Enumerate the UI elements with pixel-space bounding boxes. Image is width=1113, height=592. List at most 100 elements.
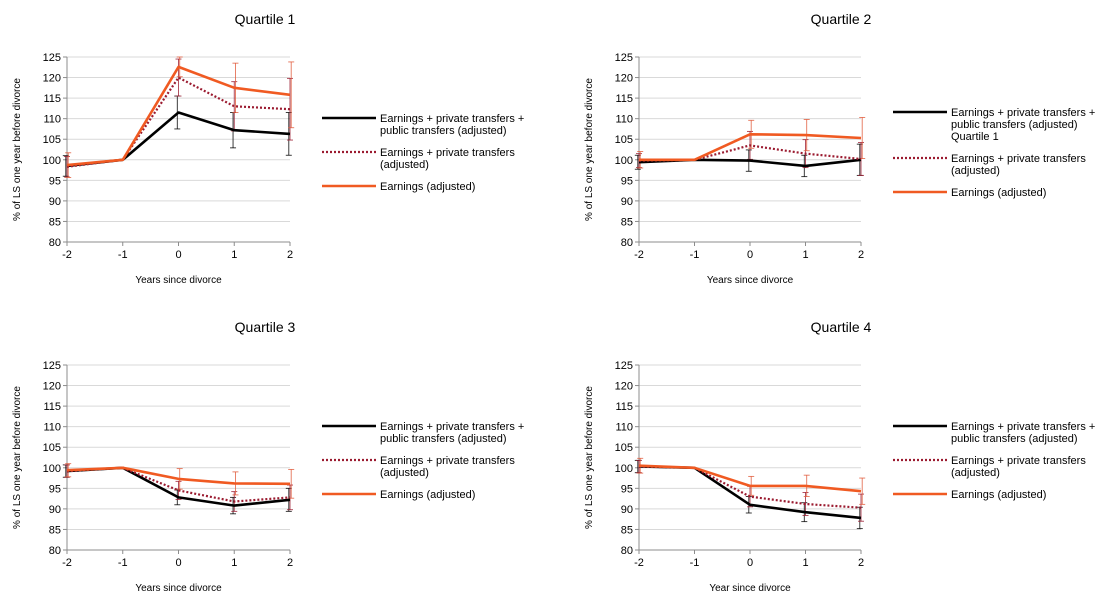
y-tick-label: 95 <box>49 483 61 495</box>
y-tick-label: 105 <box>43 134 61 146</box>
legend-label-line: Earnings + private transfers + <box>951 421 1095 433</box>
y-tick-label: 90 <box>49 196 61 208</box>
legend-label: Earnings (adjusted) <box>951 187 1046 199</box>
y-tick-label: 100 <box>43 463 61 475</box>
x-tick-label: 2 <box>858 557 864 569</box>
legend-label-line: public transfers (adjusted) <box>951 119 1078 131</box>
x-axis-label: Years since divorce <box>707 275 794 286</box>
y-tick-label: 100 <box>615 463 633 475</box>
legend-label: Earnings + private transfers (adjusted) <box>380 455 515 479</box>
y-tick-label: 90 <box>49 504 61 516</box>
y-tick-label: 100 <box>43 155 61 167</box>
legend-label-line: Earnings (adjusted) <box>380 489 475 501</box>
y-tick-label: 120 <box>615 73 633 85</box>
y-tick-label: 80 <box>621 545 633 557</box>
legend-label-line: Earnings + private transfers + <box>951 107 1095 119</box>
y-tick-label: 90 <box>621 504 633 516</box>
x-tick-label: -2 <box>62 249 72 261</box>
y-tick-label: 110 <box>43 114 61 126</box>
legend: Earnings + private transfers + public tra… <box>893 421 1095 501</box>
legend-label-line: (adjusted) <box>380 159 429 171</box>
y-tick-label: 100 <box>615 155 633 167</box>
legend-label: Earnings + private transfers (adjusted) <box>951 455 1086 479</box>
legend-label: Earnings + private transfers + public tra… <box>951 421 1095 445</box>
legend-label: Earnings (adjusted) <box>380 181 475 193</box>
legend-label: Earnings + private transfers + public tra… <box>951 107 1095 143</box>
y-tick-label: 120 <box>43 73 61 85</box>
series-line-3 <box>639 133 862 162</box>
legend-label-line: Quartile 1 <box>951 131 999 143</box>
legend-label-line: Earnings + private transfers + <box>380 113 524 125</box>
y-tick-label: 125 <box>615 360 633 372</box>
y-tick-label: 120 <box>615 381 633 393</box>
legend-label: Earnings (adjusted) <box>380 489 475 501</box>
x-tick-label: 1 <box>802 249 808 261</box>
x-tick-label: -2 <box>62 557 72 569</box>
y-tick-label: 125 <box>43 52 61 64</box>
x-axis-label: Years since divorce <box>135 583 222 592</box>
y-axis-label: % of LS one year before divorce <box>12 386 23 529</box>
legend-label-line: Earnings + private transfers <box>951 153 1086 165</box>
legend-label-line: Earnings (adjusted) <box>951 187 1046 199</box>
x-tick-label: 2 <box>858 249 864 261</box>
y-tick-label: 120 <box>43 381 61 393</box>
x-tick-label: -1 <box>118 557 128 569</box>
y-tick-label: 105 <box>615 442 633 454</box>
chart-title: Quartile 4 <box>811 319 872 335</box>
x-tick-label: 0 <box>175 249 181 261</box>
legend-label-line: public transfers (adjusted) <box>380 125 507 137</box>
legend-label: Earnings + private transfers + public tra… <box>380 113 524 137</box>
y-tick-label: 90 <box>621 196 633 208</box>
legend: Earnings + private transfers + public tra… <box>322 421 524 501</box>
y-tick-label: 115 <box>615 93 633 105</box>
x-axis-label: Years since divorce <box>135 275 222 286</box>
x-tick-label: 1 <box>802 557 808 569</box>
y-tick-label: 85 <box>621 216 633 228</box>
x-axis-label: Year since divorce <box>709 583 791 592</box>
y-tick-label: 95 <box>621 483 633 495</box>
y-tick-label: 110 <box>43 422 61 434</box>
y-tick-label: 125 <box>43 360 61 372</box>
legend: Earnings + private transfers + public tra… <box>893 107 1095 199</box>
y-tick-label: 85 <box>621 524 633 536</box>
legend-label: Earnings + private transfers (adjusted) <box>380 147 515 171</box>
y-tick-label: 95 <box>49 175 61 187</box>
y-axis-label: % of LS one year before divorce <box>584 386 595 529</box>
chart-title: Quartile 1 <box>235 11 296 27</box>
legend-label-line: Earnings + private transfers <box>380 147 515 159</box>
series-line-3 <box>66 65 291 167</box>
legend-label-line: public transfers (adjusted) <box>380 433 507 445</box>
y-tick-label: 80 <box>621 237 633 249</box>
y-tick-label: 80 <box>49 545 61 557</box>
y-tick-label: 85 <box>49 524 61 536</box>
x-tick-label: 2 <box>287 557 293 569</box>
y-tick-label: 105 <box>43 442 61 454</box>
y-tick-label: 110 <box>615 422 633 434</box>
x-tick-label: -2 <box>634 557 644 569</box>
x-tick-label: 1 <box>231 249 237 261</box>
x-tick-label: 2 <box>287 249 293 261</box>
x-tick-label: 0 <box>747 249 753 261</box>
legend-label-line: Earnings + private transfers + <box>380 421 524 433</box>
chart-title: Quartile 3 <box>235 319 296 335</box>
legend: Earnings + private transfers + public tra… <box>322 113 524 193</box>
x-tick-label: -1 <box>690 249 700 261</box>
x-tick-label: -1 <box>118 249 128 261</box>
y-axis-label: % of LS one year before divorce <box>584 78 595 221</box>
y-tick-label: 95 <box>621 175 633 187</box>
legend-label: Earnings + private transfers + public tra… <box>380 421 524 445</box>
series-line-3 <box>638 464 862 493</box>
series-line-3 <box>66 466 291 486</box>
x-tick-label: -1 <box>690 557 700 569</box>
legend-label-line: Earnings (adjusted) <box>951 489 1046 501</box>
legend-label-line: public transfers (adjusted) <box>951 433 1078 445</box>
legend-label-line: Earnings (adjusted) <box>380 181 475 193</box>
legend-label: Earnings + private transfers (adjusted) <box>951 153 1086 177</box>
y-tick-label: 80 <box>49 237 61 249</box>
y-tick-label: 125 <box>615 52 633 64</box>
